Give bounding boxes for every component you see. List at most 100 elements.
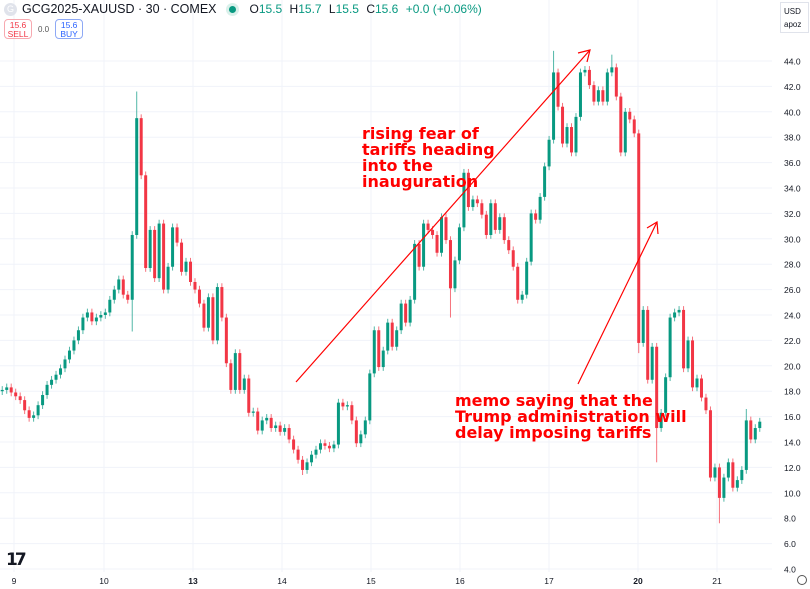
candle: [556, 68, 560, 111]
candle: [63, 355, 67, 373]
candle: [457, 223, 461, 265]
buy-button[interactable]: 15.6 BUY: [55, 19, 84, 39]
candle: [587, 66, 591, 89]
candle-body: [538, 196, 542, 220]
candle: [265, 414, 269, 425]
candle: [90, 308, 94, 326]
candle: [502, 213, 506, 244]
candle-body: [296, 449, 300, 460]
y-tick-label: 14.0: [784, 438, 801, 448]
candle: [310, 450, 314, 467]
trade-buttons: 15.6 SELL 0.0 15.6 BUY: [4, 19, 84, 39]
low-label: L: [328, 2, 336, 16]
candle-body: [215, 287, 219, 341]
candle: [713, 463, 717, 482]
candle-body: [529, 213, 533, 262]
candle-body: [650, 346, 654, 380]
candle: [632, 115, 636, 138]
candle: [59, 364, 63, 379]
candle-body: [758, 421, 762, 429]
candle-body: [466, 172, 470, 208]
tradingview-logo-icon[interactable]: 17: [6, 550, 27, 570]
candle-body: [547, 139, 551, 167]
candle: [229, 359, 233, 394]
candle: [292, 435, 296, 454]
candle-body: [534, 213, 538, 220]
candle-body: [274, 425, 278, 429]
candle-body: [220, 287, 224, 318]
candle: [399, 299, 403, 335]
candle-body: [305, 462, 309, 470]
y-tick-label: 34.0: [784, 184, 801, 194]
candle: [668, 313, 672, 382]
candle: [220, 283, 224, 322]
candle-body: [435, 234, 439, 253]
candle: [318, 439, 322, 454]
candle-body: [673, 312, 677, 318]
candle: [359, 430, 363, 448]
candle-body: [498, 217, 502, 230]
candle-body: [699, 378, 703, 398]
y-tick-label: 26.0: [784, 285, 801, 295]
candle: [498, 213, 502, 234]
candle-body: [130, 234, 134, 300]
candle: [94, 313, 98, 326]
candle-body: [578, 72, 582, 117]
candle: [269, 414, 273, 432]
candle: [395, 326, 399, 351]
candle-body: [408, 299, 412, 323]
candle: [184, 257, 188, 276]
candle-body: [386, 322, 390, 351]
candle-body: [327, 445, 331, 449]
candle-body: [206, 297, 210, 328]
candle-body: [731, 462, 735, 488]
y-tick-label: 40.0: [784, 107, 801, 117]
candle: [117, 275, 121, 294]
candles: [0, 50, 762, 524]
candle-body: [90, 312, 94, 322]
settings-icon[interactable]: [797, 575, 807, 585]
candle: [686, 336, 690, 373]
candle-body: [655, 346, 659, 429]
candle: [287, 424, 291, 444]
candle-body: [314, 449, 318, 455]
x-tick-label: 15: [366, 576, 376, 586]
sell-button[interactable]: 15.6 SELL: [4, 19, 32, 39]
candle: [350, 401, 354, 425]
candle: [126, 290, 130, 304]
currency-unit-selector[interactable]: USD apoz: [780, 2, 809, 33]
candle-body: [708, 410, 712, 478]
candle: [0, 386, 4, 396]
candle-body: [381, 350, 385, 368]
candle-body: [686, 340, 690, 369]
candle-body: [85, 312, 89, 318]
candle: [193, 278, 197, 294]
candle-body: [76, 330, 80, 341]
candle-body: [417, 243, 421, 267]
candle-body: [323, 443, 327, 446]
candle-body: [103, 312, 107, 315]
candle: [54, 370, 58, 384]
candle: [493, 199, 497, 234]
candle: [153, 226, 157, 282]
spread-value: 0.0: [38, 24, 50, 34]
symbol-title[interactable]: GCG2025-XAUUSD · 30 · COMEX: [22, 2, 217, 16]
candle-body: [614, 67, 618, 97]
candle: [197, 285, 201, 308]
candle-body: [157, 223, 161, 279]
candle-body: [265, 417, 269, 421]
candle: [242, 374, 246, 394]
x-tick-label: 16: [455, 576, 465, 586]
change-value: +0.0 (+0.06%): [405, 2, 482, 16]
candle-body: [480, 203, 484, 215]
open-label: O: [249, 2, 259, 16]
candle: [166, 262, 170, 294]
candle: [72, 336, 76, 355]
candle: [547, 135, 551, 171]
candle: [708, 406, 712, 482]
candle: [162, 219, 166, 294]
candle-body: [448, 240, 452, 289]
candle: [148, 226, 152, 272]
candle: [471, 195, 475, 211]
